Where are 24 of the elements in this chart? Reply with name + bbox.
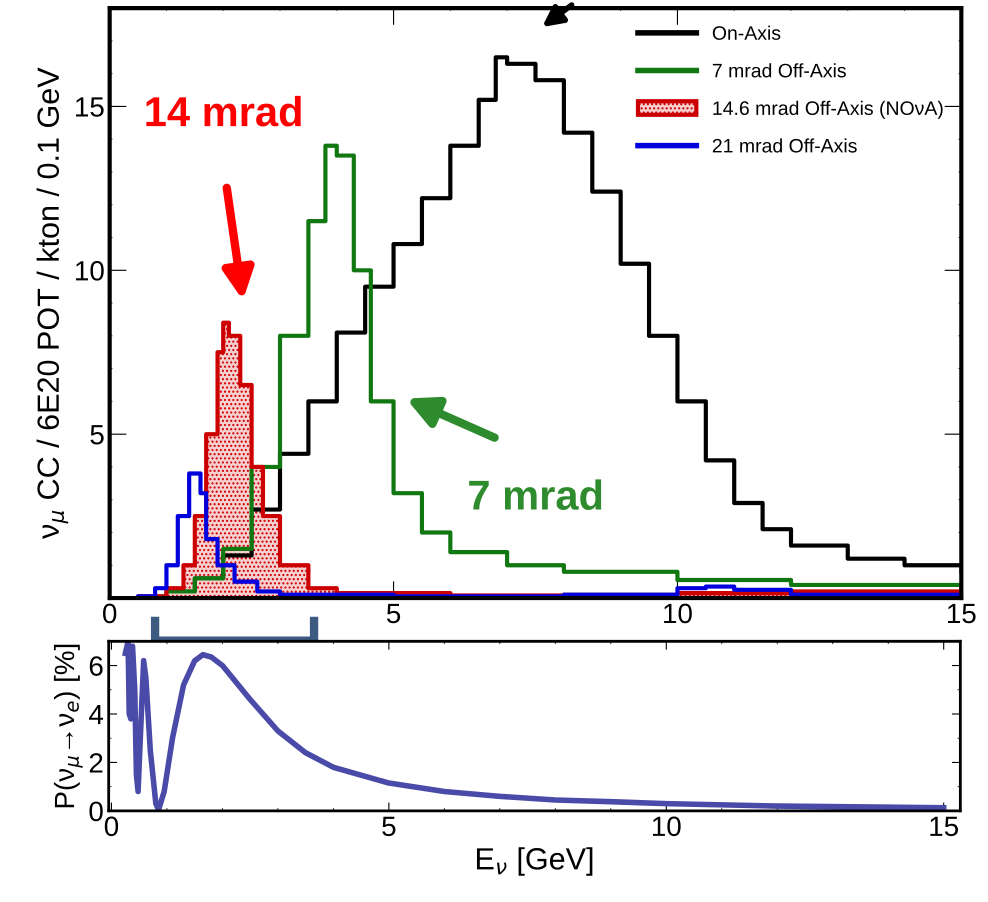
legend-label: 14.6 mrad Off-Axis (NOνA) (713, 100, 943, 119)
y-axis-title: ν$_{μ}$ CC / 6E20 POT / kton / 0.1 GeV (36, 68, 68, 539)
y-tick-label: 5 (90, 425, 104, 444)
x-tick-label: 15 (930, 816, 958, 836)
x-tick-label: 10 (664, 604, 692, 624)
legend-label: 7 mrad Off-Axis (712, 63, 846, 78)
annotation: 14 mrad (146, 96, 301, 127)
x-axis-title: E$_{ν}$ [GeV] (476, 847, 592, 876)
x-tick-label: 0 (103, 604, 116, 624)
y-tick-label: 0 (89, 802, 103, 822)
y-tick-label: 10 (76, 260, 104, 281)
legend-label: On-Axis (712, 26, 780, 40)
x-tick-label: 10 (652, 816, 681, 836)
y-tick-label: 2 (90, 753, 102, 773)
y-tick-label: 4 (89, 704, 104, 724)
y-tick-label: 15 (76, 97, 104, 117)
x-tick-label: 0 (104, 816, 118, 836)
y-axis-title: P(ν$_{μ}$→ν$_{e}$) [%] (54, 644, 83, 808)
x-tick-label: 5 (382, 816, 396, 836)
annotation: 7 mrad (469, 479, 602, 510)
legend-label: 21 mrad Off-Axis (712, 138, 857, 153)
x-tick-label: 5 (386, 604, 400, 624)
y-tick-label: 6 (90, 656, 103, 676)
x-tick-label: 15 (948, 604, 976, 624)
